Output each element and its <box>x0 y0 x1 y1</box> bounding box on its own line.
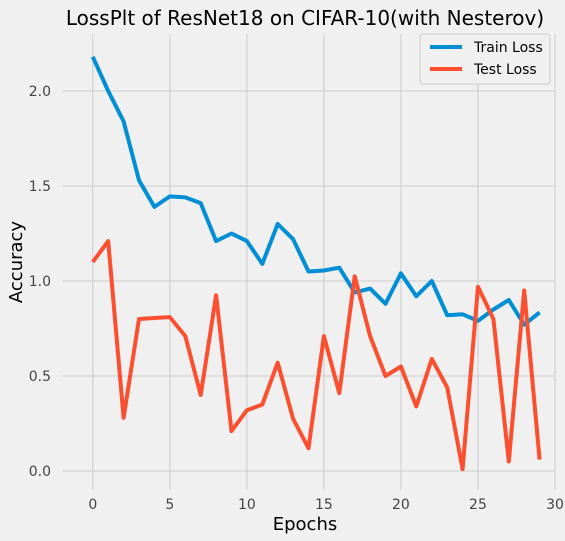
legend-entry-test-loss: Test Loss <box>430 62 537 78</box>
x-tick-label: 0 <box>88 497 97 513</box>
series-layer <box>90 55 542 472</box>
chart-title: LossPlt of ResNet18 on CIFAR-10(with Nes… <box>66 6 544 30</box>
legend-entry-train-loss: Train Loss <box>430 40 543 56</box>
y-tick-label: 0.0 <box>29 464 51 480</box>
y-tick-label: 0.5 <box>29 369 51 385</box>
x-tick-label: 25 <box>469 497 487 513</box>
x-tick-label: 30 <box>546 497 564 513</box>
y-tick-labels: 0.0 0.5 1.0 1.5 2.0 <box>29 84 51 480</box>
series-line-test-loss <box>91 239 542 472</box>
y-tick-label: 2.0 <box>29 84 51 100</box>
grid-lines <box>62 34 556 490</box>
x-axis-label: Epochs <box>273 514 338 535</box>
x-tick-label: 15 <box>315 497 333 513</box>
x-tick-label: 20 <box>392 497 410 513</box>
x-tick-labels: 0 5 10 15 20 25 30 <box>88 497 564 513</box>
legend: Train Loss Test Loss <box>419 33 551 85</box>
series-line-train-loss <box>90 55 541 327</box>
plot-area <box>62 34 555 490</box>
x-tick-label: 5 <box>165 497 174 513</box>
legend-label-test-loss: Test Loss <box>473 62 537 78</box>
y-axis-label: Accuracy <box>6 221 27 304</box>
y-tick-label: 1.5 <box>29 179 51 195</box>
legend-label-train-loss: Train Loss <box>473 40 543 56</box>
x-tick-label: 10 <box>238 497 256 513</box>
y-tick-label: 1.0 <box>29 274 51 290</box>
